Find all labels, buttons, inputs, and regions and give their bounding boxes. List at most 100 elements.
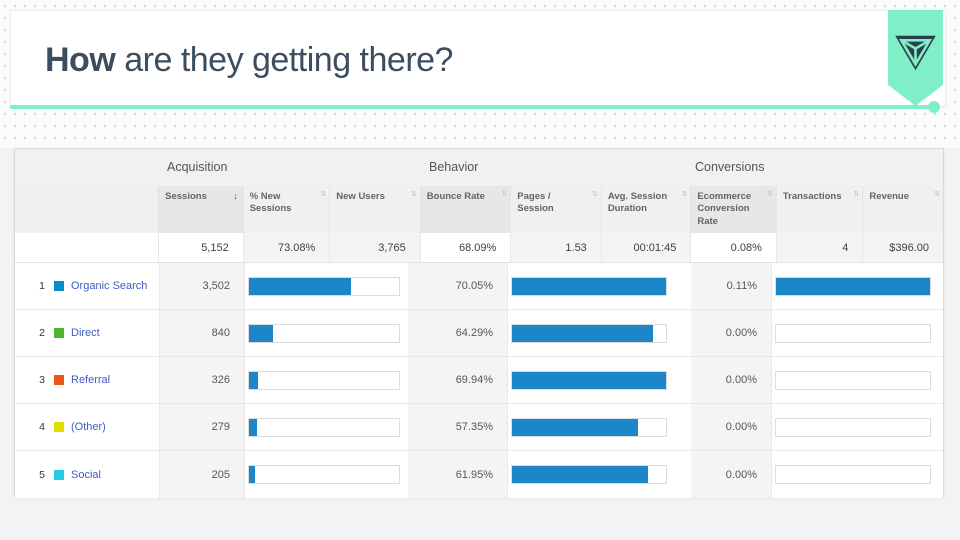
sessions-bar-cell bbox=[245, 263, 408, 309]
bounce-value: 70.05% bbox=[408, 263, 508, 309]
channel-cell: 4 (Other) bbox=[15, 404, 160, 450]
sessions-value: 205 bbox=[160, 451, 245, 498]
col-header-new-sessions[interactable]: % New Sessions ⇅ bbox=[244, 186, 331, 233]
bounce-bar-cell bbox=[508, 310, 691, 356]
totals-revenue: $396.00 bbox=[863, 233, 943, 262]
sort-icon[interactable]: ⇅ bbox=[934, 191, 940, 198]
accent-underline bbox=[10, 105, 932, 109]
pennant-trident-logo-icon bbox=[888, 10, 943, 106]
table-row: 4 (Other) 279 57.35% 0.00% bbox=[15, 404, 943, 451]
channel-color-swatch bbox=[54, 375, 64, 385]
sort-icon[interactable]: ⇅ bbox=[320, 191, 327, 198]
sessions-value: 326 bbox=[160, 357, 245, 403]
sessions-value: 279 bbox=[160, 404, 245, 450]
totals-transactions: 4 bbox=[776, 233, 864, 262]
bounce-value: 69.94% bbox=[408, 357, 508, 403]
sort-icon[interactable]: ⇅ bbox=[410, 191, 417, 198]
metric-group-header-row: Acquisition Behavior Conversions bbox=[15, 149, 943, 186]
ecommerce-bar-cell bbox=[772, 263, 943, 309]
totals-pages-session: 1.53 bbox=[511, 233, 602, 262]
ecommerce-bar-cell bbox=[772, 404, 943, 450]
ecommerce-rate-value: 0.00% bbox=[691, 357, 772, 403]
sessions-bar bbox=[249, 418, 258, 436]
accent-underline-dot bbox=[928, 101, 940, 113]
table-row: 1 Organic Search 3,502 70.05% 0.11% bbox=[15, 263, 943, 310]
ecommerce-bar-cell bbox=[772, 451, 943, 498]
sessions-value: 840 bbox=[160, 310, 245, 356]
sessions-bar-cell bbox=[245, 310, 408, 356]
row-rank: 1 bbox=[39, 280, 45, 292]
bounce-bar-cell bbox=[508, 451, 691, 498]
channel-link[interactable]: Organic Search bbox=[71, 280, 148, 292]
bounce-bar-cell bbox=[508, 263, 691, 309]
bounce-bar bbox=[512, 277, 666, 295]
title-card: How are they getting there? bbox=[10, 10, 946, 107]
title-text: are they getting there? bbox=[115, 41, 453, 79]
group-header-acquisition: Acquisition bbox=[167, 160, 228, 174]
sessions-bar-cell bbox=[245, 451, 408, 498]
channel-link[interactable]: Referral bbox=[71, 374, 111, 386]
totals-row: 5,152 73.08% 3,765 68.09% 1.53 00:01:45 … bbox=[15, 233, 943, 263]
page-title: How are they getting there? bbox=[45, 41, 453, 80]
ecommerce-bar bbox=[776, 277, 930, 295]
sort-icon[interactable]: ⇅ bbox=[681, 191, 688, 198]
col-header-transactions[interactable]: Transactions ⇅ bbox=[777, 186, 864, 233]
col-header-new-users[interactable]: New Users ⇅ bbox=[330, 186, 421, 233]
sessions-bar bbox=[249, 466, 255, 483]
row-rank: 4 bbox=[39, 421, 45, 433]
channel-cell: 5 Social bbox=[15, 451, 160, 498]
ecommerce-rate-value: 0.11% bbox=[691, 263, 772, 309]
row-rank: 3 bbox=[39, 374, 45, 386]
bounce-bar-cell bbox=[508, 357, 691, 403]
bounce-bar bbox=[512, 418, 639, 436]
col-header-pages-session[interactable]: Pages / Session ⇅ bbox=[511, 186, 602, 233]
title-emphasis: How bbox=[45, 41, 116, 79]
bounce-bar-cell bbox=[508, 404, 691, 450]
sort-icon[interactable]: ⇅ bbox=[767, 191, 773, 198]
col-header-revenue[interactable]: Revenue ⇅ bbox=[869, 191, 940, 202]
table-row: 3 Referral 326 69.94% 0.00% bbox=[15, 357, 943, 404]
channel-cell: 1 Organic Search bbox=[15, 263, 160, 309]
ecommerce-rate-value: 0.00% bbox=[691, 404, 772, 450]
channel-color-swatch bbox=[54, 328, 64, 338]
totals-bounce-rate: 68.09% bbox=[420, 233, 512, 262]
totals-ecommerce-rate: 0.08% bbox=[691, 233, 777, 262]
ecommerce-rate-value: 0.00% bbox=[691, 451, 772, 498]
table-row: 2 Direct 840 64.29% 0.00% bbox=[15, 310, 943, 357]
col-header-sessions[interactable]: Sessions ↓ bbox=[159, 186, 244, 233]
totals-avg-duration: 00:01:45 bbox=[601, 233, 692, 262]
channel-link[interactable]: (Other) bbox=[71, 421, 106, 433]
row-rank: 2 bbox=[39, 327, 45, 339]
sort-icon[interactable]: ⇅ bbox=[501, 191, 508, 198]
sessions-bar bbox=[249, 324, 274, 342]
sessions-bar-cell bbox=[245, 404, 408, 450]
bounce-value: 61.95% bbox=[408, 451, 508, 498]
totals-new-sessions: 73.08% bbox=[243, 233, 331, 262]
sessions-bar bbox=[249, 277, 351, 295]
ecommerce-bar-cell bbox=[772, 310, 943, 356]
sessions-bar bbox=[249, 371, 259, 389]
col-header-bounce-rate[interactable]: Bounce Rate ⇅ bbox=[420, 186, 512, 233]
bounce-bar bbox=[512, 371, 666, 389]
group-header-conversions: Conversions bbox=[695, 160, 765, 174]
col-header-ecommerce-rate[interactable]: Ecommerce Conversion Rate ⇅ bbox=[691, 186, 777, 233]
group-header-behavior: Behavior bbox=[429, 160, 479, 174]
sessions-value: 3,502 bbox=[160, 263, 245, 309]
ecommerce-bar-cell bbox=[772, 357, 943, 403]
channel-link[interactable]: Social bbox=[71, 468, 101, 481]
table-row: 5 Social 205 61.95% 0.00% bbox=[15, 451, 943, 498]
sort-icon[interactable]: ⇅ bbox=[853, 191, 860, 198]
totals-channel-cell bbox=[15, 233, 160, 262]
sort-icon[interactable]: ⇅ bbox=[591, 191, 598, 198]
channel-link[interactable]: Direct bbox=[71, 327, 100, 339]
totals-new-users: 3,765 bbox=[330, 233, 421, 262]
bounce-value: 57.35% bbox=[408, 404, 508, 450]
sort-desc-icon[interactable]: ↓ bbox=[233, 191, 238, 201]
channel-cell: 2 Direct bbox=[15, 310, 160, 356]
column-header-row: Sessions ↓ % New Sessions ⇅ New Users ⇅ … bbox=[15, 186, 943, 233]
channel-color-swatch bbox=[54, 422, 64, 432]
totals-sessions: 5,152 bbox=[159, 233, 244, 262]
col-header-avg-duration[interactable]: Avg. Session Duration ⇅ bbox=[602, 186, 692, 233]
row-rank: 5 bbox=[39, 468, 45, 481]
channel-color-swatch bbox=[54, 281, 64, 291]
